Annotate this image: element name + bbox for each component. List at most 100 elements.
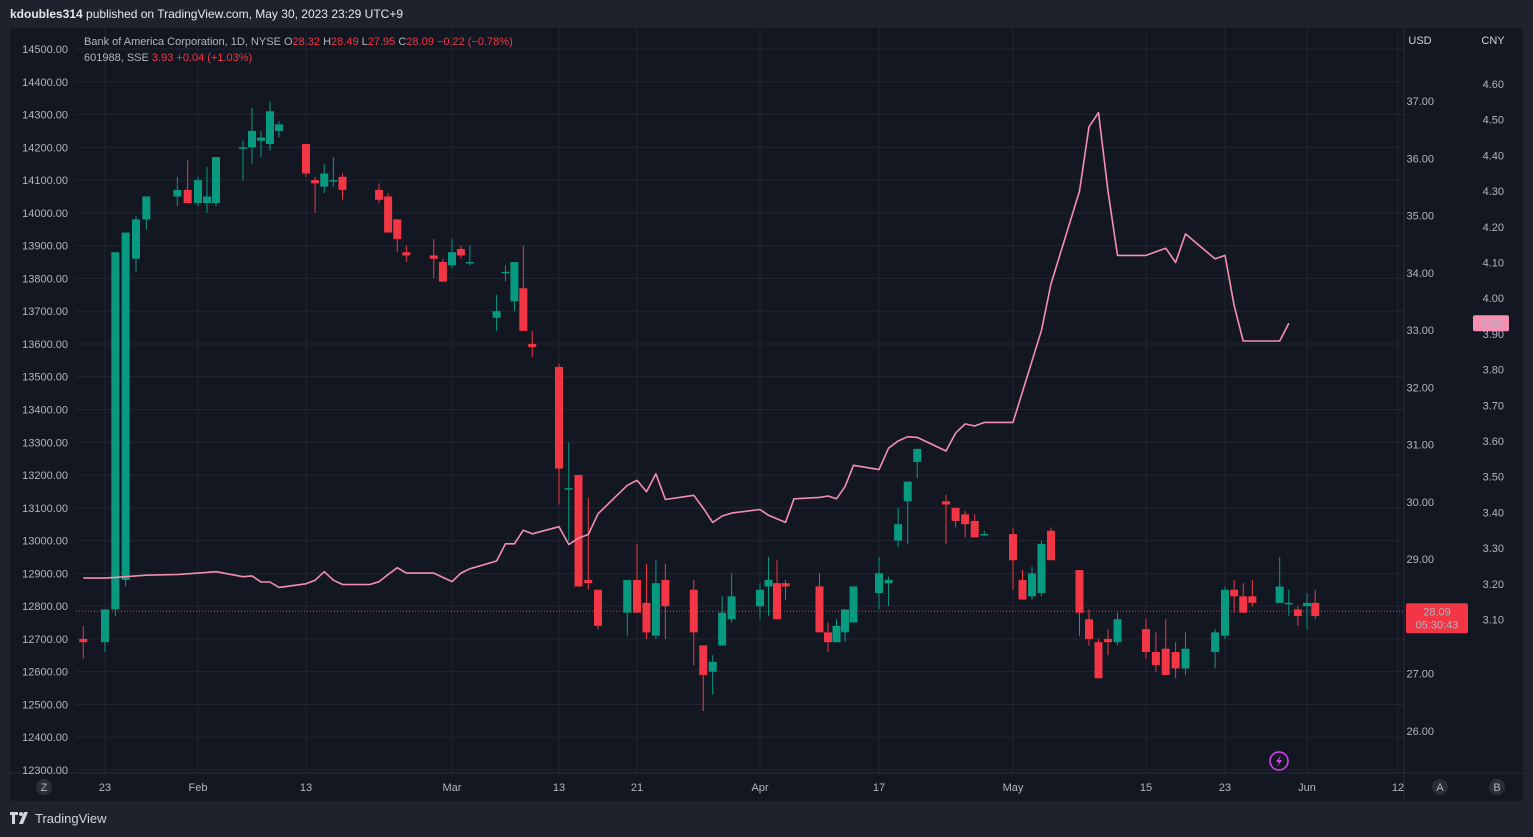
- cny-axis-tick-label: 4.00: [1483, 293, 1504, 305]
- candle-body: [501, 271, 510, 274]
- cny-axis-tick-label: 4.10: [1483, 258, 1504, 270]
- low-label: L: [361, 36, 368, 48]
- tradingview-logo[interactable]: TradingView: [10, 801, 107, 837]
- candle-body: [111, 252, 120, 610]
- left-axis-tick-label: 13400.00: [22, 405, 68, 417]
- usd-axis-tick-label: 32.00: [1406, 382, 1434, 394]
- usd-axis-tick-label: 33.00: [1406, 325, 1434, 337]
- candle-body: [212, 157, 220, 204]
- candle: [574, 475, 583, 587]
- cny-axis-tick-label: 3.90: [1483, 329, 1504, 341]
- left-axis-tick-label: 13100.00: [22, 503, 68, 515]
- candle: [875, 556, 883, 610]
- candle-body: [1018, 579, 1027, 600]
- compare-price-tag: [1473, 315, 1509, 332]
- candle: [815, 573, 824, 633]
- usd-axis-tick-label: 27.00: [1406, 669, 1434, 681]
- footer-bar: TradingView: [0, 801, 1533, 837]
- b-button[interactable]: [1489, 779, 1505, 795]
- left-axis-tick-label: 12300.00: [22, 765, 68, 777]
- cny-axis-tick-label: 4.40: [1483, 150, 1504, 162]
- candle-body: [1113, 619, 1122, 643]
- usd-axis-tick-label: 36.00: [1406, 153, 1434, 165]
- candle-body: [884, 579, 893, 584]
- time-axis-tick-label: 23: [1219, 782, 1231, 794]
- z-button[interactable]: [36, 779, 52, 795]
- candle-body: [1085, 619, 1093, 639]
- candle-body: [773, 583, 781, 620]
- candle-body: [961, 514, 970, 525]
- author-name[interactable]: kdoubles314: [10, 7, 83, 21]
- cny-axis-tick-label: 4.30: [1483, 186, 1504, 198]
- candle: [1151, 632, 1160, 672]
- candle: [980, 530, 989, 536]
- grid-lines: [76, 28, 1404, 773]
- candle-body: [942, 501, 950, 505]
- usd-axis-tick-label: 37.00: [1406, 96, 1434, 108]
- close-label: C: [398, 36, 407, 48]
- candle: [849, 586, 858, 623]
- candle-body: [951, 507, 960, 521]
- main-change: −0.22 (−0.78%): [436, 36, 513, 48]
- candle: [1275, 556, 1284, 603]
- candle: [1094, 638, 1103, 679]
- high-value: 28.49: [331, 36, 359, 48]
- candle-body: [1181, 648, 1190, 669]
- candle-body: [824, 632, 832, 643]
- candle: [894, 507, 903, 548]
- candle: [448, 239, 456, 269]
- candle-body: [239, 147, 247, 149]
- cny-axis-tick-label: 3.70: [1483, 400, 1504, 412]
- candle: [951, 507, 960, 528]
- candle: [203, 166, 211, 213]
- candle: [584, 497, 593, 590]
- close-value: 28.09: [406, 36, 434, 48]
- candle-body: [832, 625, 841, 643]
- usd-axis-tick-label: 29.00: [1406, 554, 1434, 566]
- price-tag-value: 28.09: [1423, 606, 1451, 618]
- candle: [142, 196, 151, 230]
- main-series-legend[interactable]: Bank of America Corporation, 1D, NYSE O2…: [84, 34, 513, 50]
- candle-body: [1037, 543, 1046, 594]
- candle-body: [913, 448, 922, 462]
- left-axis-tick-label: 14400.00: [22, 77, 68, 89]
- chart-canvas[interactable]: 14500.00 14400.00 14300.00 14200.00 14100.00…: [10, 28, 1523, 801]
- candle: [1075, 570, 1084, 636]
- candle-body: [764, 579, 773, 587]
- candle: [465, 245, 474, 266]
- candle-body: [564, 488, 573, 490]
- candle-body: [699, 645, 708, 675]
- a-button-label: A: [1436, 782, 1444, 794]
- candle: [564, 442, 573, 541]
- lightning-icon[interactable]: [1269, 751, 1289, 771]
- candle-body: [1230, 589, 1239, 597]
- cny-axis-tick-label: 3.60: [1483, 436, 1504, 448]
- low-value: 27.95: [367, 36, 396, 48]
- candle: [338, 173, 347, 200]
- candle-body: [642, 602, 651, 633]
- candle: [302, 144, 310, 177]
- chart-area[interactable]: 14500.00 14400.00 14300.00 14200.00 14100.00…: [10, 28, 1523, 801]
- brand-label: TradingView: [35, 811, 107, 826]
- candle: [510, 262, 519, 312]
- candle-body: [594, 589, 602, 626]
- time-axis-tick-label: Mar: [443, 782, 462, 794]
- candle: [961, 511, 970, 538]
- candle: [329, 157, 338, 187]
- cny-axis-tick-label: 3.80: [1483, 365, 1504, 377]
- lightning-icon-ring: [1269, 751, 1289, 771]
- candle: [1311, 589, 1320, 620]
- candle: [248, 107, 256, 164]
- candle-body: [194, 180, 202, 204]
- left-axis-tick-label: 12700.00: [22, 634, 68, 646]
- candle-body: [1311, 602, 1320, 616]
- candle-body: [510, 262, 519, 302]
- compare-series-legend[interactable]: 601988, SSE 3.93 +0.04 (+1.03%): [84, 50, 513, 66]
- a-button[interactable]: [1432, 779, 1448, 795]
- candle-body: [329, 180, 338, 182]
- candle-body: [302, 144, 310, 174]
- left-axis-tick-label: 13500.00: [22, 372, 68, 384]
- candle: [913, 448, 922, 479]
- candle-body: [708, 661, 717, 672]
- candle: [492, 294, 501, 331]
